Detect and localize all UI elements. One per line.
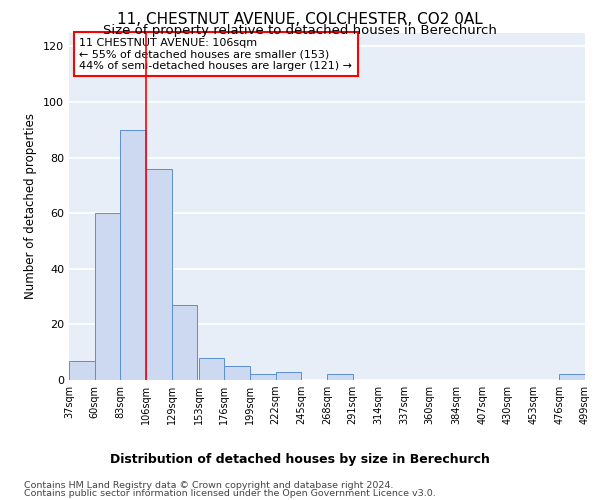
Text: Contains public sector information licensed under the Open Government Licence v3: Contains public sector information licen… (24, 489, 436, 498)
Bar (95, 213, 121, 380)
Text: Distribution of detached houses by size in Berechurch: Distribution of detached houses by size … (110, 452, 490, 466)
Bar (121, 130, 146, 380)
Text: 11, CHESTNUT AVENUE, COLCHESTER, CO2 0AL: 11, CHESTNUT AVENUE, COLCHESTER, CO2 0AL (117, 12, 483, 28)
Text: Size of property relative to detached houses in Berechurch: Size of property relative to detached ho… (103, 24, 497, 37)
Bar (146, 168, 172, 380)
Bar (250, 374, 275, 380)
Bar (172, 305, 197, 380)
Y-axis label: Number of detached properties: Number of detached properties (25, 114, 37, 299)
Bar (275, 372, 301, 380)
Text: Contains HM Land Registry data © Crown copyright and database right 2024.: Contains HM Land Registry data © Crown c… (24, 481, 394, 490)
Bar (559, 374, 585, 380)
Bar (69, 360, 95, 380)
Bar (224, 366, 250, 380)
Bar (327, 374, 353, 380)
Text: 11 CHESTNUT AVENUE: 106sqm
← 55% of detached houses are smaller (153)
44% of sem: 11 CHESTNUT AVENUE: 106sqm ← 55% of deta… (79, 38, 352, 71)
Bar (199, 358, 224, 380)
